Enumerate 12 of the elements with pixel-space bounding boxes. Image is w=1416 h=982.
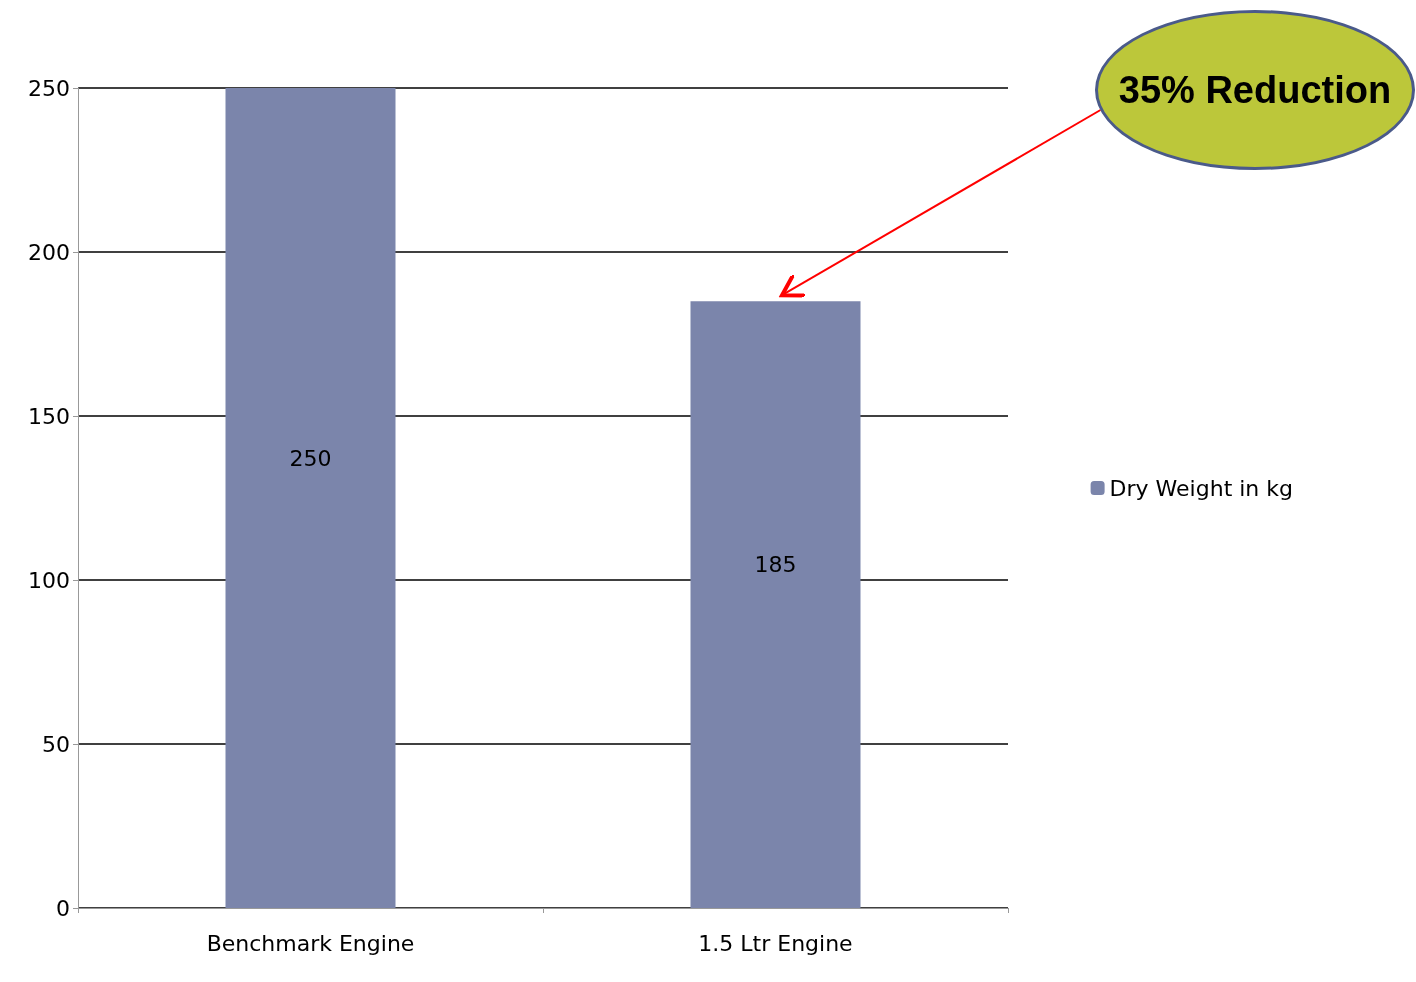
annotation: 35% Reduction (1118, 68, 1392, 112)
y-tick-label: 250 (28, 75, 70, 101)
y-tick-label: 0 (56, 895, 70, 921)
y-tick-label: 100 (28, 567, 70, 593)
data-label: 185 (754, 552, 797, 578)
legend-label: Dry Weight in kg (1109, 475, 1293, 501)
y-tick-label: 150 (28, 403, 70, 429)
y-tick-label: 50 (42, 731, 70, 757)
data-label: 250 (289, 445, 332, 471)
x-tick-label: 1.5 Ltr Engine (698, 930, 853, 956)
x-tick-label: Benchmark Engine (206, 930, 415, 956)
y-tick-label: 200 (28, 239, 70, 265)
